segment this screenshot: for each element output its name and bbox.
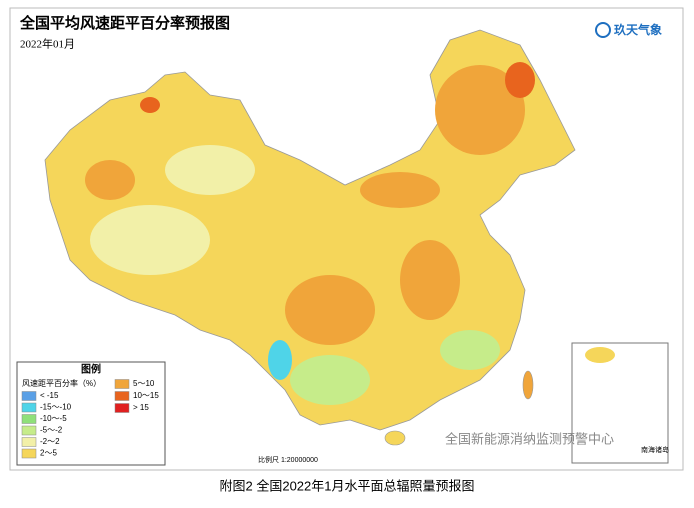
inset-label: 南海诸岛 — [641, 445, 669, 454]
legend-swatch — [21, 414, 37, 424]
legend-swatch — [21, 437, 37, 447]
legend-swatch — [114, 379, 130, 389]
legend-item-label: < -15 — [40, 391, 59, 400]
inset-land — [585, 347, 615, 363]
legend-item-label: -5～-2 — [40, 426, 63, 435]
legend-swatch — [21, 402, 37, 413]
legend-swatch — [114, 391, 130, 401]
legend-item-label: 10～15 — [133, 391, 159, 400]
legend-title: 图例 — [81, 363, 101, 376]
legend-label: 风速距平百分率（%） — [22, 378, 101, 388]
scale: 比例尺 1:20000000 — [258, 455, 318, 464]
legend: 图例 风速距平百分率（%） < -15 -15～-10 -10～-5 -5～-2 -2～… — [16, 361, 166, 466]
legend-item-label: > 15 — [133, 403, 149, 412]
legend-swatch — [21, 425, 37, 436]
watermark: 全国新能源消纳监测预警中心 — [445, 431, 614, 446]
legend-item-label: -10～-5 — [40, 414, 67, 423]
legend-swatch — [21, 391, 37, 401]
legend-box — [16, 361, 166, 466]
map-title: 全国平均风速距平百分率预报图 — [19, 14, 230, 32]
caption: 附图2 全国2022年1月水平面总辐照量预报图 — [220, 478, 475, 493]
china-map — [44, 29, 576, 446]
logo-icon — [595, 22, 611, 38]
legend-item-label: -15～-10 — [40, 403, 72, 412]
inset-frame — [571, 342, 669, 464]
legend-item-label: 2～5 — [40, 449, 57, 458]
legend-swatch — [114, 403, 130, 413]
map-subtitle: 2022年01月 — [20, 37, 75, 51]
legend-swatch — [21, 448, 37, 459]
legend-item-label: -2～2 — [40, 437, 60, 446]
logo-text: 玖天气象 — [614, 22, 662, 37]
legend-item-label: 5～10 — [133, 379, 155, 388]
